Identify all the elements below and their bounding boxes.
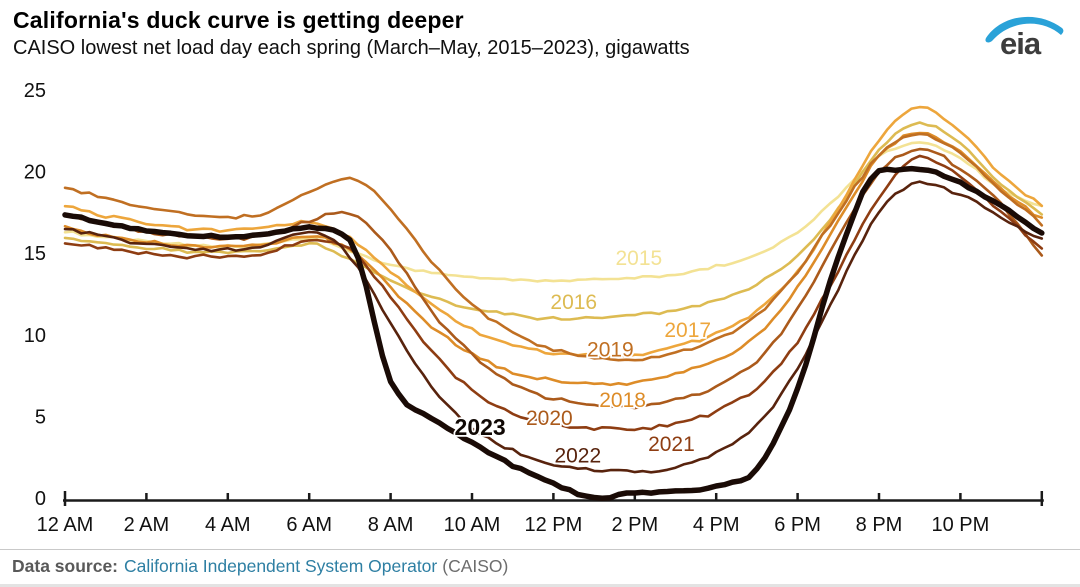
series-label-2019: 2019 [587, 338, 634, 361]
x-axis-tick-label: 8 AM [368, 514, 414, 536]
series-label-2022: 2022 [554, 445, 601, 468]
y-axis-tick-label: 25 [24, 80, 46, 102]
series-line-2020 [63, 147, 1044, 410]
series-line-2022 [63, 180, 1044, 474]
y-axis-tick-label: 10 [24, 325, 46, 347]
x-axis-tick-label: 2 PM [611, 514, 658, 536]
eia-logo-swoosh-icon [985, 16, 1064, 43]
series-line-2016 [63, 121, 1044, 321]
y-axis-tick-label: 0 [35, 488, 46, 510]
x-axis-tick-label: 6 PM [774, 514, 821, 536]
data-source-suffix: (CAISO) [442, 556, 509, 576]
series-line-2021 [63, 154, 1044, 432]
data-source-label: Data source: [12, 556, 119, 576]
y-axis-tick-label: 20 [24, 162, 46, 184]
x-axis-tick-label: 6 AM [286, 514, 332, 536]
x-axis-tick-label: 12 PM [524, 514, 582, 536]
x-axis-tick-label: 2 AM [124, 514, 170, 536]
series-label-2020: 2020 [526, 407, 573, 430]
eia-logo: eia [980, 8, 1066, 64]
y-axis-tick-label: 5 [35, 406, 46, 428]
data-source-bar: Data source: California Independent Syste… [0, 549, 1080, 587]
x-axis-tick-label: 10 PM [931, 514, 989, 536]
y-axis-tick-label: 15 [24, 243, 46, 265]
series-label-2018: 2018 [599, 389, 646, 412]
series-line-2015 [63, 141, 1044, 283]
eia-logo-text: eia [1000, 26, 1041, 61]
data-source-link[interactable]: California Independent System Operator [124, 556, 438, 576]
x-axis-tick-label: 10 AM [444, 514, 501, 536]
series-line-2023 [62, 165, 1045, 501]
x-axis-tick-label: 8 PM [856, 514, 903, 536]
series-line-2017 [63, 105, 1044, 359]
series-label-2017: 2017 [664, 319, 711, 342]
x-axis-tick-label: 4 PM [693, 514, 740, 536]
x-axis-tick-label: 4 AM [205, 514, 251, 536]
series-label-2021: 2021 [648, 433, 695, 456]
series-label-2023: 2023 [455, 414, 506, 440]
chart-subtitle: CAISO lowest net load day each spring (M… [13, 37, 690, 59]
series-label-2015: 2015 [616, 247, 663, 270]
x-axis-tick-label: 12 AM [37, 514, 94, 536]
series-line-2019 [63, 132, 1044, 362]
series-label-2016: 2016 [550, 291, 597, 314]
chart-title: California's duck curve is getting deepe… [13, 7, 464, 33]
